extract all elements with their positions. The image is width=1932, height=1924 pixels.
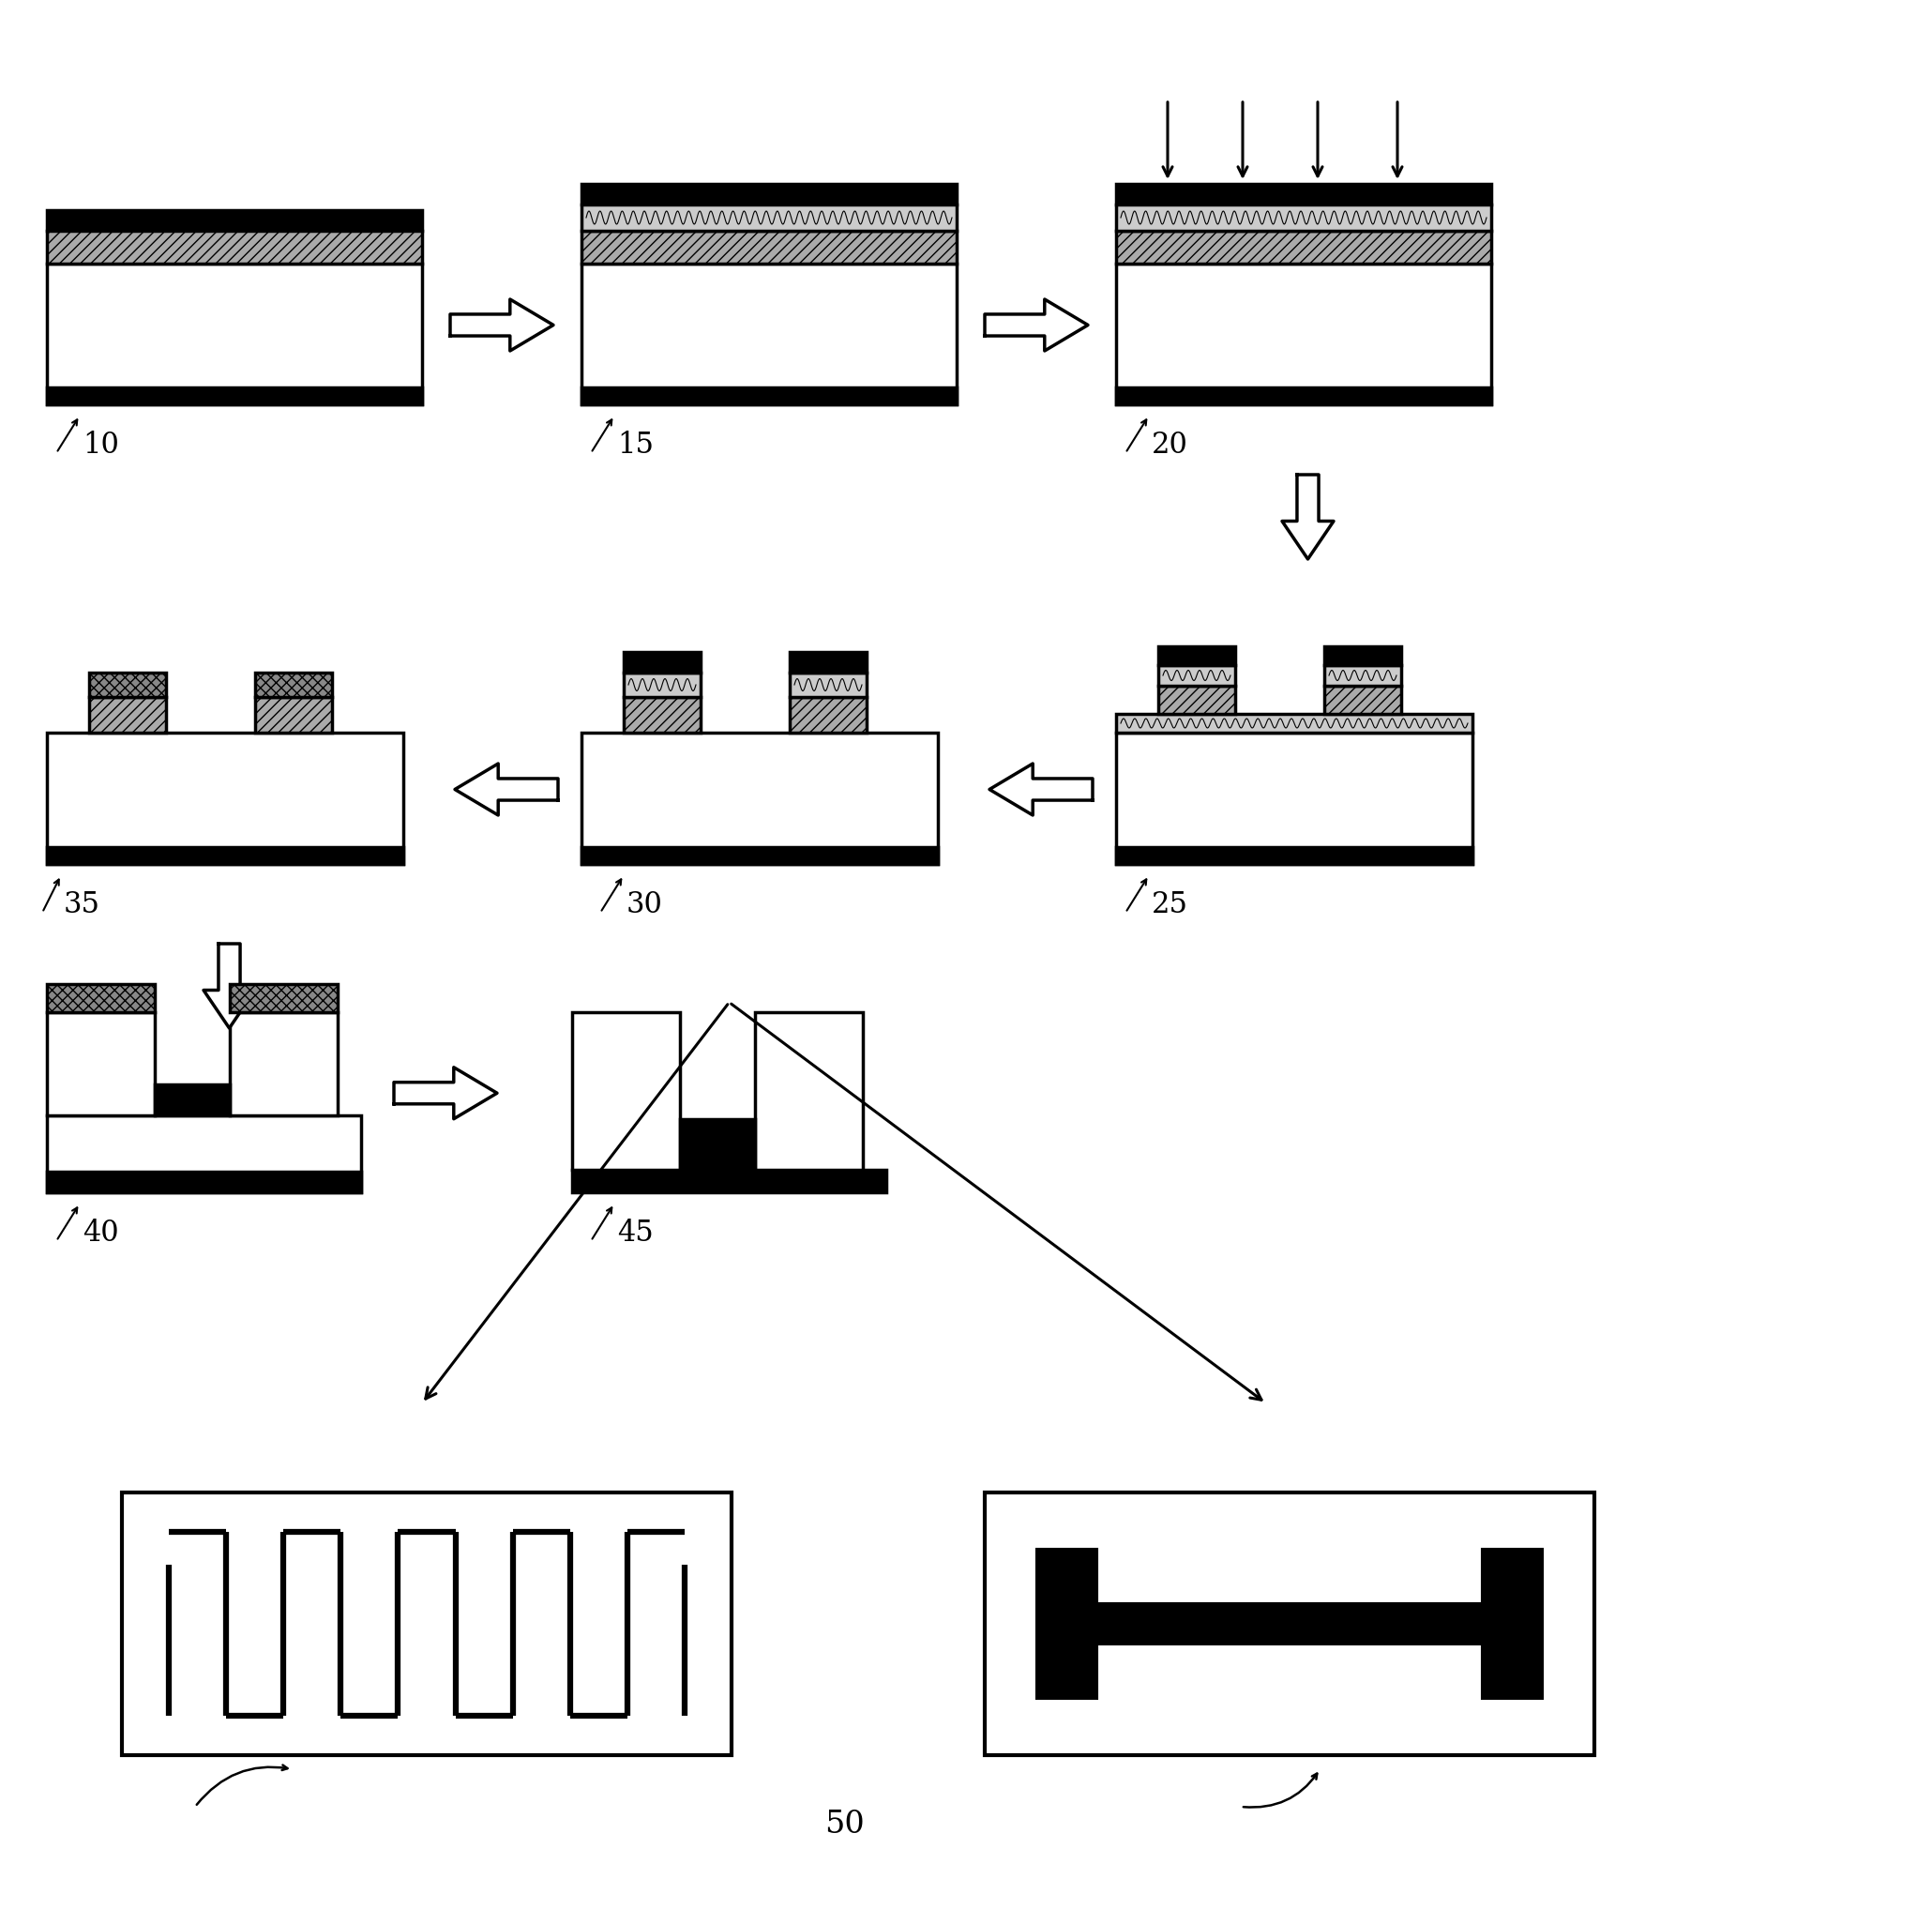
Bar: [582, 264, 956, 404]
Bar: [624, 673, 701, 696]
Bar: [230, 983, 338, 1012]
Text: 10: 10: [83, 431, 120, 460]
Bar: [624, 696, 701, 733]
Bar: [122, 1493, 732, 1755]
Polygon shape: [454, 764, 558, 816]
Bar: [624, 673, 701, 696]
Bar: [1036, 1549, 1097, 1699]
Bar: [1323, 685, 1401, 714]
Bar: [230, 1012, 338, 1114]
Bar: [1323, 666, 1401, 685]
Polygon shape: [1283, 475, 1333, 560]
Polygon shape: [989, 764, 1094, 816]
Bar: [1097, 1603, 1482, 1645]
Bar: [582, 387, 956, 404]
Bar: [755, 1012, 864, 1170]
Bar: [46, 983, 155, 1012]
Bar: [46, 1012, 155, 1114]
Bar: [46, 231, 421, 264]
Bar: [1482, 1549, 1544, 1699]
Bar: [46, 1114, 361, 1193]
Bar: [89, 696, 166, 733]
Bar: [624, 652, 701, 673]
Bar: [790, 696, 867, 733]
Text: 35: 35: [64, 891, 100, 920]
Polygon shape: [985, 300, 1088, 350]
Bar: [1117, 231, 1492, 264]
Bar: [46, 264, 421, 404]
Text: 25: 25: [1151, 891, 1188, 920]
Bar: [582, 231, 956, 264]
Bar: [1323, 646, 1401, 666]
Text: 30: 30: [626, 891, 663, 920]
Bar: [46, 387, 421, 404]
Bar: [572, 1012, 680, 1170]
Bar: [1117, 387, 1492, 404]
Bar: [122, 1493, 732, 1755]
Bar: [582, 185, 956, 204]
Polygon shape: [394, 1068, 497, 1120]
Bar: [582, 204, 956, 231]
Bar: [1117, 204, 1492, 231]
Polygon shape: [203, 943, 255, 1027]
Bar: [1117, 733, 1472, 864]
Bar: [46, 847, 404, 864]
Text: 20: 20: [1151, 431, 1188, 460]
Bar: [582, 204, 956, 231]
Bar: [790, 652, 867, 673]
Bar: [255, 673, 332, 696]
Bar: [1117, 264, 1492, 404]
Bar: [1159, 646, 1235, 666]
Bar: [790, 673, 867, 696]
Bar: [46, 210, 421, 231]
Polygon shape: [450, 300, 553, 350]
Bar: [255, 696, 332, 733]
Bar: [582, 733, 937, 864]
Bar: [680, 1120, 755, 1170]
Bar: [1117, 714, 1472, 733]
Text: 15: 15: [616, 431, 653, 460]
Bar: [1323, 666, 1401, 685]
Bar: [1117, 185, 1492, 204]
Bar: [46, 733, 404, 864]
Bar: [1117, 847, 1472, 864]
Bar: [89, 673, 166, 696]
Bar: [1117, 204, 1492, 231]
Bar: [582, 847, 937, 864]
Bar: [1159, 666, 1235, 685]
Text: 50: 50: [825, 1810, 864, 1839]
Bar: [790, 673, 867, 696]
Text: 45: 45: [616, 1218, 653, 1247]
Bar: [1159, 666, 1235, 685]
Bar: [1117, 714, 1472, 733]
Bar: [155, 1083, 230, 1114]
Text: 40: 40: [83, 1218, 118, 1247]
Bar: [46, 1172, 361, 1193]
Bar: [572, 1170, 887, 1193]
Bar: [985, 1493, 1594, 1755]
Bar: [1159, 685, 1235, 714]
